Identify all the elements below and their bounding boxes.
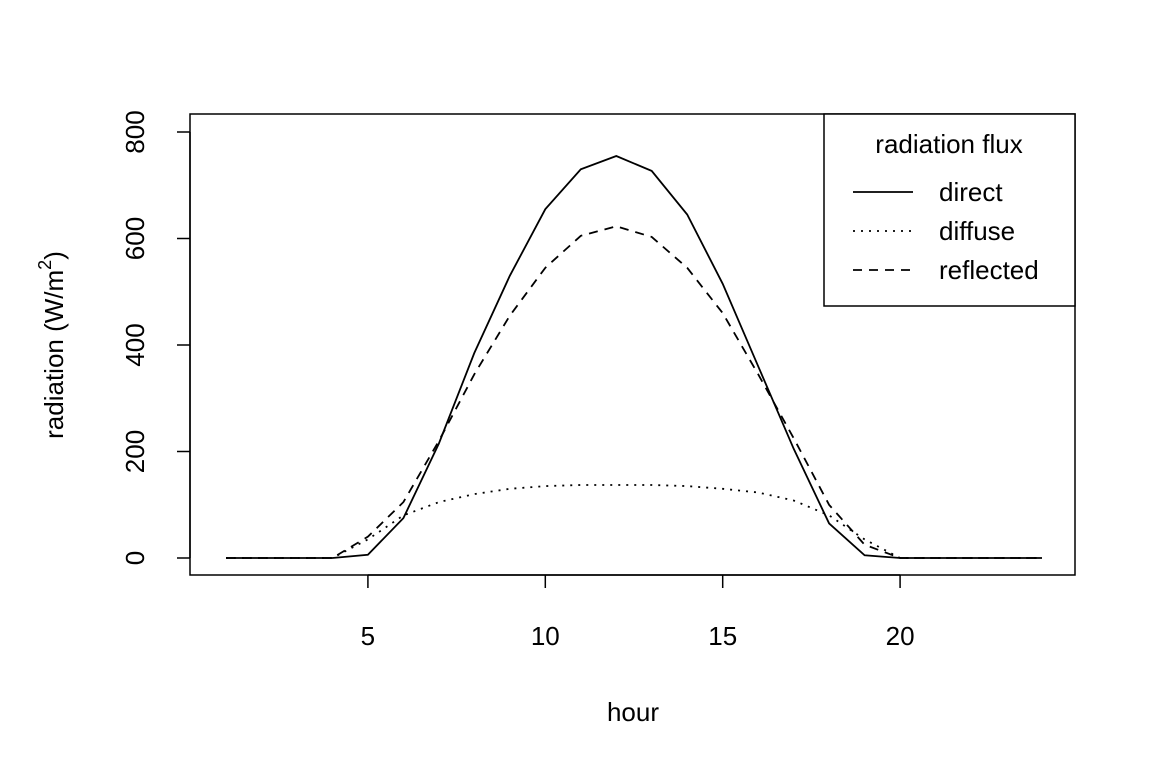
series-line-reflected <box>226 225 1042 559</box>
legend-items: direct diffuse reflected <box>853 177 1039 285</box>
y-axis-label-slash: / <box>39 291 69 299</box>
legend-label-diffuse: diffuse <box>939 216 1015 246</box>
x-tick-label: 15 <box>708 621 737 651</box>
y-tick-label: 400 <box>120 323 150 366</box>
y-axis-label-main: radiation (W <box>39 298 69 439</box>
x-tick-label: 10 <box>531 621 560 651</box>
x-axis-label: hour <box>607 697 659 727</box>
y-tick-label: 800 <box>120 110 150 153</box>
series-line-diffuse <box>226 484 1042 559</box>
legend: radiation flux direct diffuse reflected <box>823 113 1076 307</box>
legend-label-direct: direct <box>939 177 1003 207</box>
series-layer <box>226 155 1042 559</box>
x-axis: 5 10 15 20 <box>361 574 915 651</box>
y-tick-label: 600 <box>120 217 150 260</box>
y-axis: 0 200 400 600 800 <box>120 110 191 565</box>
legend-title: radiation flux <box>875 129 1022 159</box>
legend-label-reflected: reflected <box>939 255 1039 285</box>
y-axis-label-sup: 2 <box>35 260 55 270</box>
y-axis-label: radiation (W/m2) <box>35 251 69 439</box>
y-axis-label-close: ) <box>39 251 69 260</box>
x-tick-label: 5 <box>361 621 375 651</box>
x-tick-label: 20 <box>886 621 915 651</box>
legend-box <box>823 113 1076 307</box>
y-axis-label-unit: m <box>39 270 69 292</box>
y-tick-label: 200 <box>120 430 150 473</box>
y-tick-label: 0 <box>120 551 150 565</box>
